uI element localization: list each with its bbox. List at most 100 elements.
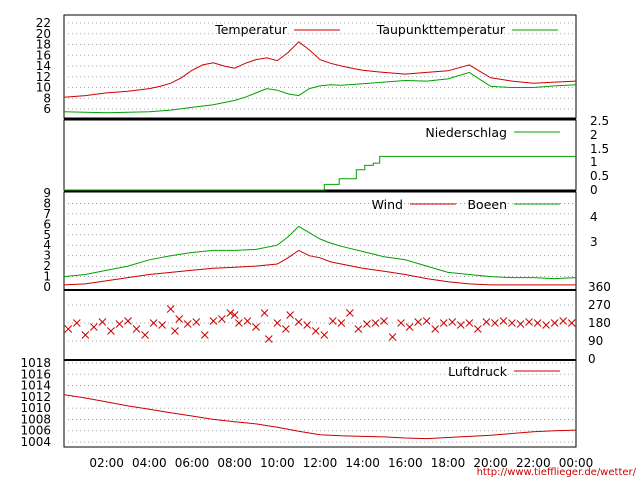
wind-direction-marker [90,323,98,331]
wind-direction-marker [499,317,508,325]
x-tick-label: 02:00 [89,456,124,470]
wind-direction-marker [171,327,179,335]
wind-direction-marker [465,319,474,327]
x-tick-label: 06:00 [175,456,210,470]
x-tick-label: 18:00 [431,456,466,470]
wind-direction-marker-stroke [273,319,282,327]
wind-direction-marker-stroke [226,309,235,317]
wind-direction-marker-stroke [175,315,184,323]
wind-direction-marker [346,309,354,317]
wind-direction-marker-stroke [388,333,397,341]
wind-direction-marker-stroke [294,318,303,326]
wind-direction-marker-stroke [328,317,337,325]
wind-direction-marker [439,319,448,327]
pressure-y-tick: 1004 [20,435,51,449]
wind-direction-marker [81,331,90,339]
legend-niederschlag-label: Niederschlag [425,125,507,140]
pressure-y-tick: 1018 [20,356,51,370]
wind-direction-marker [431,325,440,333]
pressure-y-tick: 1016 [20,367,51,381]
wind-y-tick: 0 [43,280,51,294]
wind-direction-marker [533,319,542,327]
wind-direction-marker [354,325,363,333]
legend-boeen-label: Boeen [467,197,507,212]
wind-direction-marker-stroke [124,317,132,325]
wind-direction-marker-stroke [542,321,550,329]
wind-direction-marker [98,318,107,326]
x-tick-label: 20:00 [473,456,508,470]
wind-direction-marker-stroke [567,319,576,327]
wind-direction-marker [200,331,209,339]
wind-direction-marker-stroke [525,318,533,326]
wind-direction-marker-stroke [107,327,115,335]
wind-direction-marker-stroke [559,317,568,325]
wind-direction-marker-stroke [243,317,252,325]
wind-direction-marker-stroke [72,319,81,327]
wind-direction-marker-stroke [286,311,294,319]
wind-direction-marker-stroke [380,317,388,325]
wind-direction-marker-stroke [303,321,312,329]
x-tick-label: 10:00 [260,456,295,470]
wind-direction-marker [107,327,115,335]
wind-direction-marker-stroke [465,319,474,327]
temp-y-tick: 16 [36,48,51,62]
dir-y2-tick: 90 [588,334,603,348]
wind-y-tick: 9 [43,186,51,200]
wind-direction-marker [328,317,337,325]
wind-y2-tick: 4 [590,210,598,224]
legend-wind-label: Wind [372,197,403,212]
wind-y2-tick: 3 [590,235,598,249]
wind-direction-marker-stroke [491,319,499,327]
wind-y-tick: 4 [43,238,51,252]
wind-direction-marker-stroke [456,321,465,329]
wind-direction-marker [567,319,576,327]
wind-direction-marker-stroke [320,331,329,339]
x-tick-label: 22:00 [516,456,551,470]
wind-direction-marker-stroke [363,320,371,328]
precip-y2-tick: 0.5 [590,169,609,183]
wind-direction-marker [550,319,559,327]
wind-direction-marker-stroke [260,309,269,317]
wind-direction-marker-stroke [171,327,179,335]
wind-direction-marker [282,325,290,333]
wind-direction-marker [226,309,235,317]
wind-direction-marker-stroke [499,317,508,325]
wind-direction-marker [132,325,141,333]
wind-direction-marker-stroke [64,325,73,333]
wind-direction-marker [559,317,568,325]
wind-direction-marker-stroke [98,318,107,326]
wind-direction-marker-stroke [166,305,175,313]
wind-direction-marker [192,318,201,326]
wind-direction-marker-stroke [252,323,260,331]
wind-direction-marker-stroke [482,318,491,326]
wind-y-tick: 8 [43,196,51,210]
temp-y-tick: 12 [36,70,51,84]
precip-y2-tick: 1 [590,155,598,169]
precip-y2-tick: 0 [590,183,598,197]
temp-y-tick: 6 [43,102,51,116]
wind-direction-marker [218,315,226,323]
wind-direction-marker-stroke [81,331,90,339]
temp-y-tick: 8 [43,91,51,105]
wind-direction-marker [64,325,73,333]
wind-direction-marker [252,323,260,331]
x-tick-label: 16:00 [388,456,423,470]
wind-direction-marker [158,321,166,329]
wind-direction-marker-stroke [516,320,525,328]
wind-direction-marker-stroke [422,317,431,325]
series-niederschlag [64,155,576,191]
wind-direction-marker [474,325,482,333]
wind-direction-marker [516,320,525,328]
wind-direction-marker [448,318,457,326]
wind-direction-marker [320,331,329,339]
wind-direction-marker [264,335,273,343]
wind-direction-marker [303,321,312,329]
wind-direction-marker-stroke [183,320,192,328]
wind-direction-marker [311,327,320,335]
x-tick-label: 14:00 [345,456,380,470]
precip-y2-tick: 2 [590,128,598,142]
wind-direction-marker [273,319,282,327]
series-luftdruck [63,394,577,440]
wind-direction-marker [422,317,431,325]
